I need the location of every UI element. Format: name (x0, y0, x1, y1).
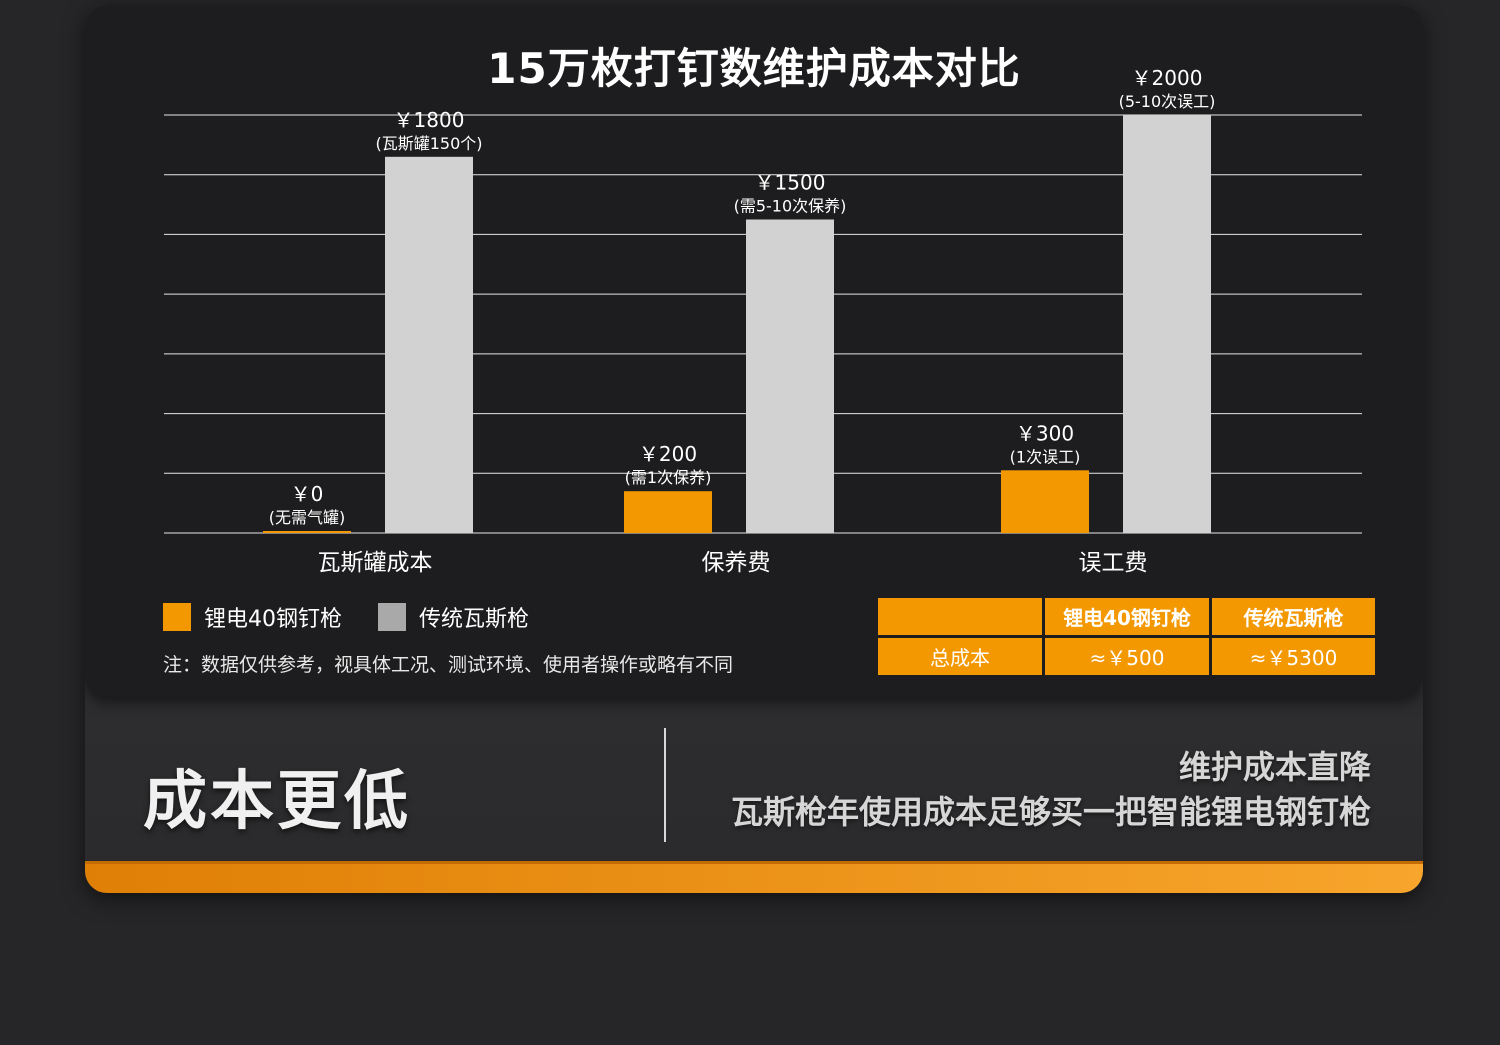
legend-item-lithium: 锂电40钢钉枪 (163, 601, 342, 633)
slogan: 维护成本直降 瓦斯枪年使用成本足够买一把智能锂电钢钉枪 (731, 745, 1371, 835)
legend-swatch-lithium (163, 603, 191, 631)
bar-note-label: (无需气罐) (269, 508, 346, 527)
bar-value-label: ￥200 (639, 442, 697, 466)
legend-label-lithium: 锂电40钢钉枪 (204, 607, 342, 632)
bar (1001, 470, 1089, 533)
table-header-empty (878, 598, 1042, 635)
bar (624, 491, 712, 533)
headline-lower-cost: 成本更低 (143, 765, 411, 839)
chart-panel: 15万枚打钉数维护成本对比 ￥0 (无需气罐) ￥1800 (瓦斯罐150个) 瓦斯罐成… (85, 5, 1423, 697)
bar (746, 219, 834, 533)
legend-swatch-gas (378, 603, 406, 631)
slogan-line-2: 瓦斯枪年使用成本足够买一把智能锂电钢钉枪 (730, 793, 1371, 831)
bar-value-label: ￥1500 (755, 171, 826, 195)
legend-item-gas: 传统瓦斯枪 (378, 601, 529, 633)
bar-note-label: (1次误工) (1010, 447, 1081, 466)
chart-title: 15万枚打钉数维护成本对比 (487, 44, 1021, 93)
bar-chart: ￥0 (无需气罐) ￥1800 (瓦斯罐150个) 瓦斯罐成本 ￥200 (需1次保养) ￥1… (164, 66, 1362, 576)
bar (385, 156, 473, 534)
bar-value-label: ￥1800 (394, 108, 465, 132)
bar-note-label: (5-10次误工) (1119, 92, 1216, 111)
bar-note-label: (需5-10次保养) (734, 197, 847, 216)
accent-bar (85, 861, 1423, 893)
bar (1123, 115, 1211, 533)
table-header-lithium: 锂电40钢钉枪 (1045, 598, 1209, 635)
table-header-row: 锂电40钢钉枪 传统瓦斯枪 (878, 598, 1375, 635)
bar-value-label: ￥2000 (1132, 66, 1203, 90)
table-header-gas: 传统瓦斯枪 (1212, 598, 1375, 635)
total-cost-table: 锂电40钢钉枪 传统瓦斯枪 总成本 ≈￥500 ≈￥5300 (875, 595, 1378, 678)
table-cell-gas-total: ≈￥5300 (1212, 638, 1375, 675)
table-row-label: 总成本 (878, 638, 1042, 675)
chart-legend: 锂电40钢钉枪 传统瓦斯枪 (163, 602, 565, 632)
bar (263, 531, 351, 533)
bar-note-label: (需1次保养) (625, 468, 712, 487)
category-label: 瓦斯罐成本 (318, 550, 433, 576)
table-row: 总成本 ≈￥500 ≈￥5300 (878, 638, 1375, 675)
table-cell-lithium-total: ≈￥500 (1045, 638, 1209, 675)
vertical-divider (664, 728, 666, 842)
category-label: 保养费 (702, 550, 771, 576)
bar-note-label: (瓦斯罐150个) (375, 134, 482, 153)
category-label: 误工费 (1079, 550, 1148, 576)
bar-value-label: ￥300 (1016, 421, 1074, 445)
comparison-card: 15万枚打钉数维护成本对比 ￥0 (无需气罐) ￥1800 (瓦斯罐150个) 瓦斯罐成… (85, 5, 1423, 893)
disclaimer-note: 注：数据仅供参考，视具体工况、测试环境、使用者操作或略有不同 (163, 654, 734, 676)
bar-value-label: ￥0 (291, 482, 324, 506)
legend-label-gas: 传统瓦斯枪 (419, 607, 530, 632)
slogan-line-1: 维护成本直降 (1178, 748, 1371, 786)
